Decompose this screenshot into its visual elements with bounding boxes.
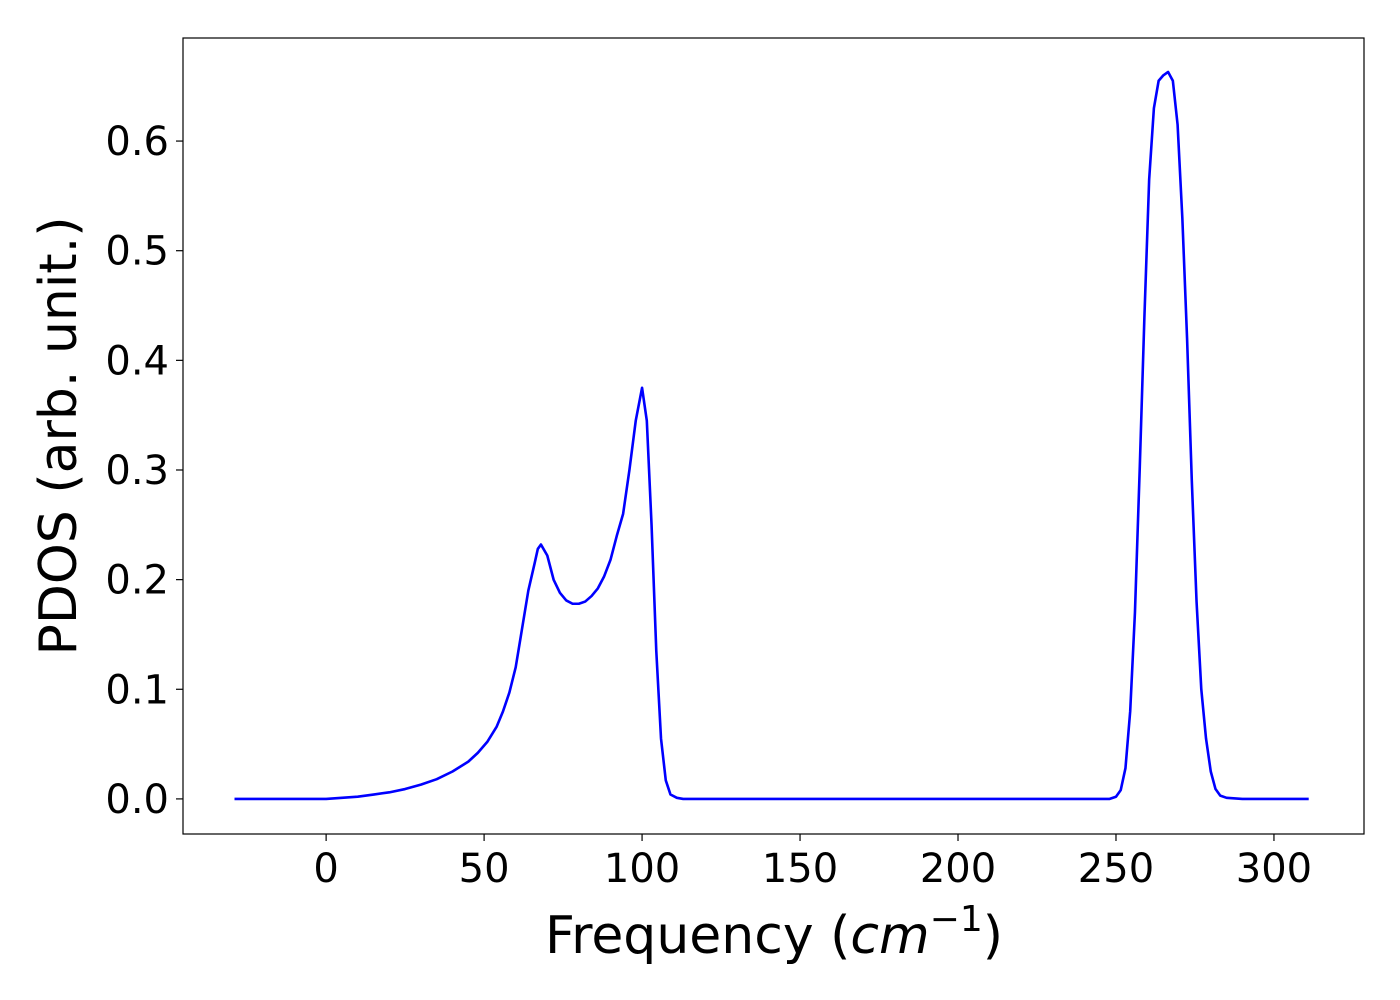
x-label-unit: cm — [850, 906, 929, 966]
y-tick-label: 0.3 — [105, 448, 169, 494]
x-axis-label: Frequency (cm−1) — [545, 899, 1003, 966]
y-axis-label: PDOS (arb. unit.) — [29, 216, 89, 655]
y-tick-label: 0.6 — [105, 119, 169, 165]
y-tick-label: 0.5 — [105, 229, 169, 275]
x-tick-label: 250 — [1078, 846, 1154, 892]
x-tick-label: 50 — [459, 846, 510, 892]
x-tick-label: 100 — [604, 846, 680, 892]
y-tick-label: 0.4 — [105, 338, 169, 384]
x-tick-label: 300 — [1236, 846, 1312, 892]
y-tick-label: 0.1 — [105, 667, 169, 713]
x-label-close: ) — [983, 906, 1003, 966]
y-tick-label: 0.2 — [105, 558, 169, 604]
y-tick-label: 0.0 — [105, 777, 169, 823]
x-tick-label: 200 — [920, 846, 996, 892]
x-tick-label: 150 — [762, 846, 838, 892]
data-line — [234, 70, 1309, 801]
x-tick-label: 0 — [313, 846, 338, 892]
x-label-exponent: −1 — [930, 899, 983, 940]
x-label-text: Frequency ( — [545, 906, 850, 966]
plot-frame — [182, 37, 1365, 835]
